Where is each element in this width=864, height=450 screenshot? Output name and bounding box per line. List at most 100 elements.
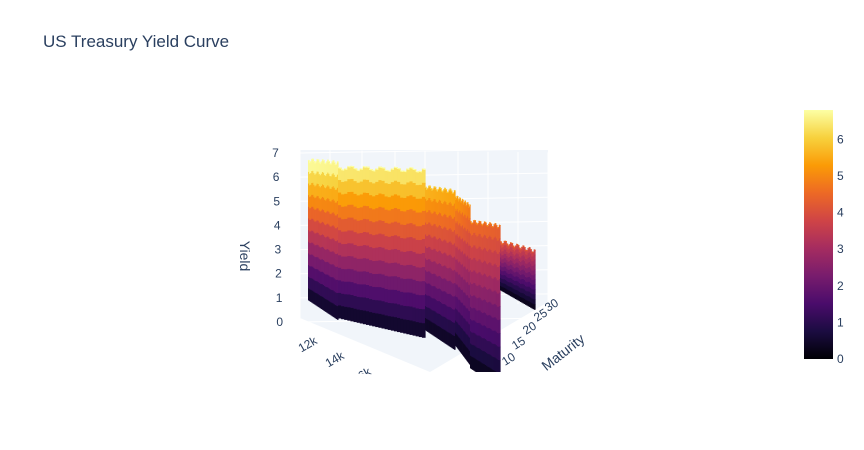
- surface-cell: [440, 314, 442, 328]
- surface-cell: [330, 188, 333, 203]
- ridge-line: [327, 159, 330, 162]
- surface-cell: [474, 295, 476, 309]
- surface-cell: [425, 294, 427, 307]
- surface-cell: [365, 166, 370, 181]
- surface-cell: [430, 285, 433, 298]
- surface-cell: [486, 250, 488, 265]
- surface-cell: [431, 201, 434, 215]
- surface-cell: [481, 313, 484, 327]
- surface-cell: [495, 291, 498, 306]
- surface-cell: [517, 258, 520, 264]
- surface-cell: [378, 273, 383, 288]
- surface-strip: [406, 168, 411, 335]
- surface-cell: [474, 308, 476, 322]
- surface-cell: [470, 306, 472, 320]
- ridge-line: [384, 169, 389, 172]
- surface-strip: [330, 163, 333, 316]
- surface-cell: [415, 212, 420, 227]
- surface-cell: [479, 285, 482, 299]
- surface-cell: [365, 206, 370, 220]
- surface-cell: [369, 169, 373, 183]
- surface-cell: [449, 188, 452, 203]
- surface-cell: [503, 283, 506, 289]
- surface-strip: [335, 163, 338, 320]
- colorbar-gradient: [804, 110, 833, 359]
- surface-cell: [528, 271, 531, 278]
- surface-cell: [381, 314, 386, 329]
- surface-cell: [485, 339, 487, 353]
- surface-cell: [438, 225, 441, 239]
- surface-cell: [314, 233, 317, 246]
- surface-cell: [318, 295, 321, 308]
- surface-cell: [441, 240, 443, 254]
- surface-strip: [524, 249, 528, 305]
- surface-cell: [323, 222, 325, 236]
- surface-cell: [531, 298, 534, 304]
- ridge-line: [499, 240, 503, 243]
- surface-cell: [378, 233, 383, 248]
- surface-cell: [442, 241, 444, 255]
- surface-cell: [320, 173, 323, 187]
- surface-cell: [412, 265, 417, 281]
- surface-cell: [333, 291, 336, 305]
- surface-cell: [400, 305, 404, 320]
- surface-cell: [353, 296, 358, 310]
- surface-cell: [477, 335, 480, 349]
- surface-cell: [327, 198, 329, 212]
- surface-strip: [437, 188, 440, 340]
- surface-cell: [330, 226, 333, 240]
- surface-cell: [521, 283, 524, 289]
- surface-cell: [312, 206, 314, 220]
- surface-cell: [442, 278, 444, 292]
- surface-cell: [496, 319, 499, 334]
- surface-strip: [325, 160, 329, 313]
- ridge-line: [333, 161, 336, 164]
- surface-cell: [449, 333, 452, 347]
- surface-cell: [493, 237, 496, 252]
- surface-cell: [335, 228, 338, 242]
- surface-cell: [328, 262, 331, 276]
- surface-cell: [436, 215, 439, 228]
- surface-cell: [329, 264, 332, 278]
- surface-cell: [308, 265, 310, 278]
- surface-cell: [445, 266, 448, 280]
- surface-cell: [446, 217, 449, 231]
- ridge-line: [466, 201, 469, 204]
- surface-cell: [375, 181, 379, 196]
- surface-cell: [321, 296, 324, 310]
- surface-cell: [482, 312, 485, 327]
- surface-cell: [316, 293, 319, 307]
- surface-cell: [474, 270, 476, 284]
- surface-cell: [477, 348, 480, 362]
- surface-cell: [315, 161, 318, 174]
- surface-cell: [472, 344, 474, 358]
- surface-cell: [479, 221, 482, 235]
- surface-cell: [418, 322, 423, 338]
- surface-cell: [516, 257, 519, 263]
- surface-cell: [393, 208, 398, 223]
- surface-cell: [517, 281, 520, 287]
- surface-cell: [481, 250, 484, 264]
- surface-cell: [475, 297, 478, 311]
- surface-cell: [333, 239, 336, 253]
- surface-cell: [506, 272, 509, 278]
- surface-cell: [500, 249, 502, 255]
- surface-cell: [321, 171, 324, 185]
- surface-cell: [332, 251, 335, 265]
- surface-cell: [335, 163, 338, 178]
- surface-strip: [322, 159, 325, 311]
- surface-cell: [533, 294, 536, 300]
- surface-cell: [315, 221, 318, 234]
- surface-cell: [430, 224, 433, 238]
- surface-cell: [476, 249, 479, 262]
- surface-cell: [378, 220, 383, 235]
- ridge-line: [445, 188, 448, 191]
- surface-strip: [396, 167, 401, 333]
- surface-cell: [490, 315, 493, 330]
- surface-cell: [372, 299, 376, 314]
- z-tick-label: 7: [272, 146, 279, 160]
- ridge-line: [409, 166, 414, 169]
- surface-cell: [359, 181, 364, 195]
